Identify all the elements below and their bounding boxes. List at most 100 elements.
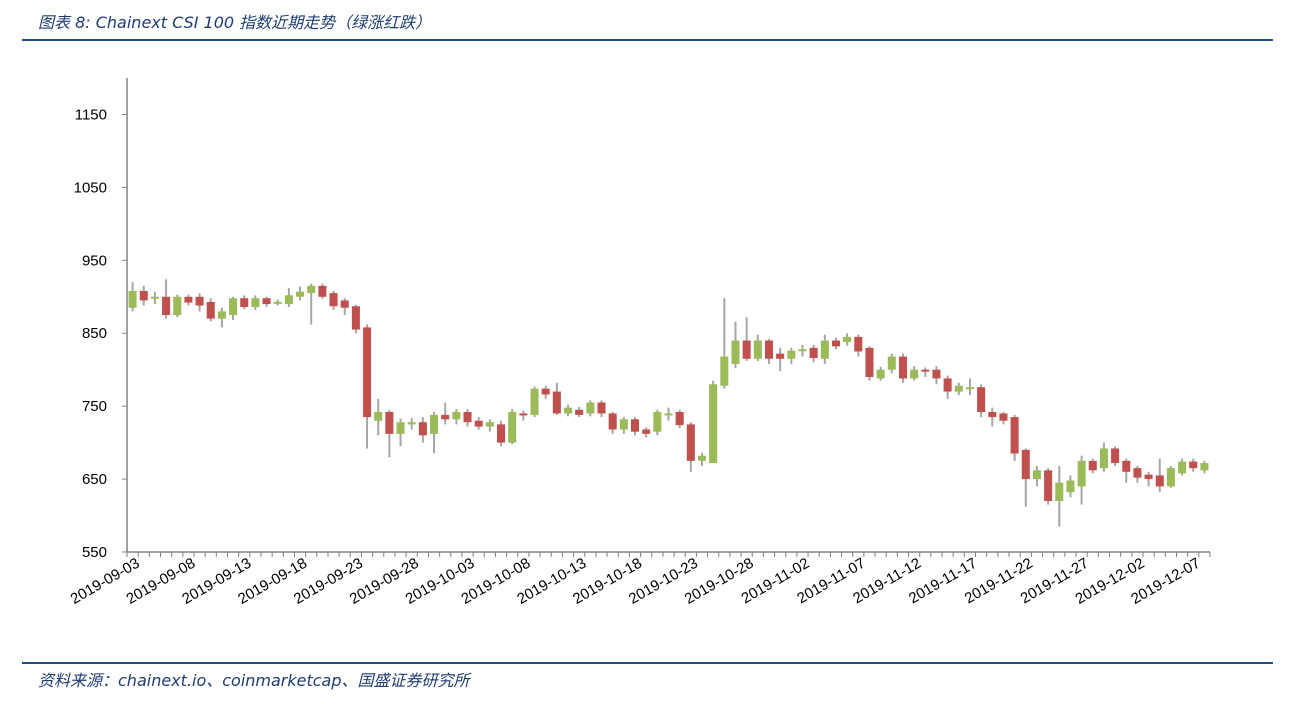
candle-body-up <box>485 422 494 427</box>
candle <box>820 334 829 364</box>
candle-body-down <box>497 424 506 443</box>
candle <box>385 409 394 458</box>
candle <box>340 298 349 315</box>
y-tick-label: 950 <box>82 252 107 269</box>
candle <box>988 407 997 427</box>
candle-body-down <box>898 356 907 379</box>
candle-body-down <box>831 340 840 347</box>
candle-body-up <box>876 369 885 379</box>
candle-body-up <box>452 411 461 420</box>
candle <box>262 296 271 307</box>
candle-body-down <box>363 327 372 418</box>
candle-body-down <box>1010 417 1019 454</box>
candle <box>418 417 427 443</box>
candle <box>1055 465 1064 527</box>
candle <box>307 283 316 325</box>
candle <box>809 344 818 363</box>
y-tick-label: 550 <box>82 544 107 561</box>
candle <box>887 353 896 374</box>
candle <box>586 400 595 417</box>
candle-body-down <box>418 422 427 436</box>
candle <box>977 384 986 418</box>
candle <box>664 407 673 421</box>
candle-body-down <box>630 419 640 432</box>
candle <box>697 452 707 466</box>
candle <box>642 427 651 438</box>
candle-body-down <box>1133 468 1142 478</box>
candle <box>910 366 919 381</box>
candle-body-down <box>1044 470 1053 501</box>
candle-body-up <box>664 413 673 416</box>
candle-body-up <box>843 336 852 342</box>
candle-body-up <box>653 411 662 432</box>
candle <box>363 324 372 449</box>
candle <box>843 333 852 346</box>
candle-body-up <box>720 356 729 386</box>
candle-body-down <box>1088 460 1097 471</box>
candle <box>240 295 249 310</box>
candle <box>519 410 528 421</box>
candle <box>898 353 907 383</box>
source-note: 资料来源：chainext.io、coinmarketcap、国盛证券研究所 <box>38 671 470 690</box>
candle-body-down <box>162 296 171 315</box>
candle <box>563 404 573 417</box>
candle-body-up <box>1178 461 1187 474</box>
candle-body-down <box>441 414 450 420</box>
candle <box>731 321 740 369</box>
candle <box>396 418 405 447</box>
candle <box>284 288 293 307</box>
candle-body-down <box>642 429 651 434</box>
candle <box>497 420 506 447</box>
candle <box>876 366 885 381</box>
candle-body-up <box>1077 460 1086 487</box>
candle <box>184 294 193 306</box>
candle <box>329 290 338 310</box>
candle-body-up <box>1200 463 1209 471</box>
candle-body-down <box>1189 461 1198 469</box>
candle-body-up <box>887 356 896 370</box>
candle-body-down <box>385 411 394 434</box>
candle <box>150 291 159 305</box>
candle <box>1122 458 1131 483</box>
candle-body-down <box>318 285 327 297</box>
candle <box>541 385 550 399</box>
candle <box>452 409 461 425</box>
candle <box>374 398 383 436</box>
candle-body-down <box>240 298 249 307</box>
candle <box>787 347 796 364</box>
candle-body-down <box>1144 474 1153 480</box>
candle-body-down <box>1021 449 1030 480</box>
candle-body-down <box>921 369 930 372</box>
y-tick-label: 1050 <box>74 179 107 196</box>
candle-body-down <box>1111 448 1120 464</box>
candle <box>753 334 762 361</box>
candle <box>229 296 238 321</box>
candle <box>954 382 963 396</box>
candle <box>1133 465 1142 483</box>
candle <box>1021 448 1030 507</box>
candle-body-up <box>965 387 974 390</box>
candle-body-up <box>731 340 740 364</box>
candle <box>441 402 450 425</box>
candle-body-up <box>586 402 595 414</box>
candle <box>720 298 729 389</box>
candle-body-up <box>1032 470 1041 480</box>
candle-body-up <box>273 301 282 304</box>
candle-body-up <box>307 285 316 294</box>
candle-body-up <box>396 422 405 434</box>
candle <box>1189 458 1198 472</box>
candle-body-down <box>552 391 561 414</box>
candle-body-up <box>1066 480 1075 493</box>
candle <box>485 419 494 432</box>
candle-body-down <box>999 413 1008 421</box>
candle-body-down <box>1155 475 1164 487</box>
candle <box>530 386 539 418</box>
candle <box>709 380 718 464</box>
candle-body-up <box>619 419 628 430</box>
candle <box>217 307 226 328</box>
candle <box>999 411 1008 425</box>
candle-body-down <box>351 306 360 330</box>
y-axis: 550 650 750 850 950 1050 1150 <box>74 78 128 561</box>
candle <box>173 294 182 318</box>
candle-body-down <box>463 411 472 423</box>
